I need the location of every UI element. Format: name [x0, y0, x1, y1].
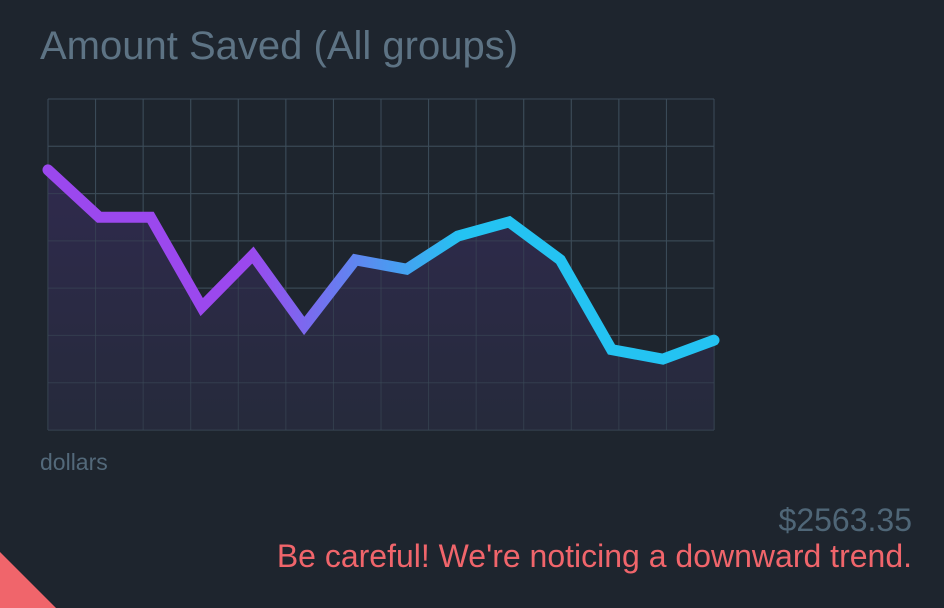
y-axis-label: dollars: [40, 449, 108, 475]
total-amount: $2563.35: [778, 502, 912, 538]
chart-title: Amount Saved (All groups): [40, 24, 519, 68]
series-line: [42, 164, 720, 365]
chart-grid-overlay: [47, 98, 715, 431]
corner-decoration: [0, 552, 56, 608]
trend-warning: Be careful! We're noticing a downward tr…: [276, 538, 912, 574]
